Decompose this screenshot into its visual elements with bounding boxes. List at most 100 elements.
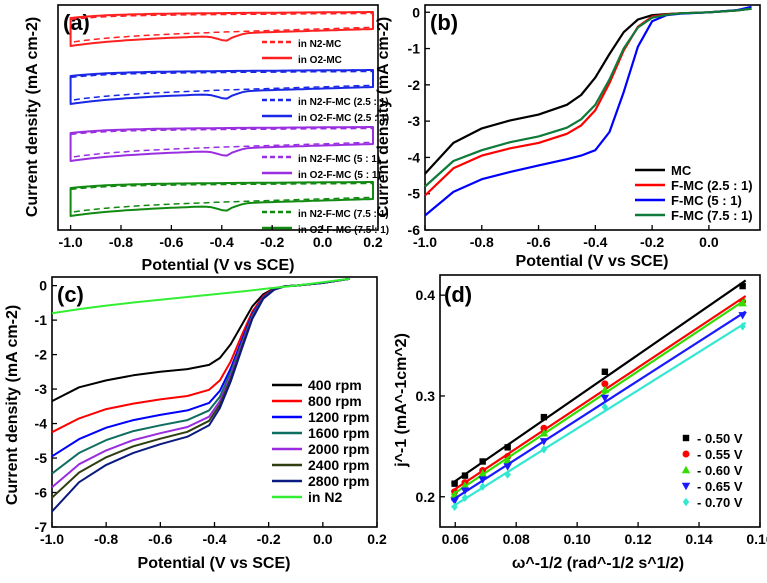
panel-b-y-tick-label: -3 <box>408 113 421 129</box>
panel-d-x-tick-label: 0.10 <box>564 531 591 547</box>
panel-d-point-0-60-v <box>539 429 549 437</box>
panel-b-legend-f-mc-5-1-label: F-MC (5 : 1) <box>671 193 742 208</box>
panel-a-legend-in-n2-f-mc-7-5-1-label: in N2-F-MC (7.5 : 1) <box>298 209 389 220</box>
panel-c-y-tick-label: -2 <box>35 347 48 363</box>
panel-d-legend-0-50-v-label: - 0.50 V <box>697 431 743 446</box>
panel-a-series-in-o2-mc <box>69 11 374 47</box>
panel-c-y-tick-label: -3 <box>35 381 48 397</box>
panel-d-label: (d) <box>444 282 472 307</box>
panel-c-legend-800-rpm-label: 800 rpm <box>308 393 362 409</box>
panel-a-x-tick-label: -0.8 <box>109 234 133 250</box>
panel-d-legend-0-55-v-swatch <box>682 450 690 458</box>
panel-d-legend-0-60-v-label: - 0.60 V <box>697 463 743 478</box>
panel-b: (b) -1.0 -0.8 -0.6 -0.4 -0.2 0.0 0 -1 -2 -3 -4 -5 -6… <box>375 4 761 270</box>
panel-d-point-0-60-v <box>600 385 610 394</box>
panel-a-x-tick-label: -0.2 <box>260 234 284 250</box>
panel-a-series-in-n2-mc <box>69 12 374 44</box>
panel-d-point-0-50-v <box>451 480 458 487</box>
panel-b-legend-f-mc-2-5-1-label: F-MC (2.5 : 1) <box>671 178 753 193</box>
panel-c-legend-1200-rpm-label: 1200 rpm <box>308 409 369 425</box>
panel-d-point-0-70-v <box>540 445 548 454</box>
panel-d-fit-0-60-v <box>450 298 747 497</box>
panel-d-point-0-65-v <box>460 487 470 495</box>
panel-c-x-tick-label: -0.8 <box>94 531 118 547</box>
panel-a-x-tick-label: -0.4 <box>210 234 234 250</box>
panel-d-x-tick-label: 0.08 <box>503 531 530 547</box>
panel-b-series-mc <box>424 7 752 175</box>
panel-c-legend-1600-rpm-label: 1600 rpm <box>308 425 369 441</box>
panel-b-y-tick-label: -2 <box>408 77 421 93</box>
panel-d-point-0-70-v <box>504 470 511 479</box>
panel-c-legend-in-n2-label: in N2 <box>308 489 342 505</box>
panel-b-legend: MCF-MC (2.5 : 1)F-MC (5 : 1)F-MC (7.5 : … <box>635 163 753 223</box>
panel-a-legend-in-n2-mc-label: in N2-MC <box>298 39 341 50</box>
panel-c-series-in-n2 <box>51 277 351 315</box>
panel-c-plot: -1.0 -0.8 -0.6 -0.4 -0.2 0.0 0.2 0 -1 -2 -3 -4 -5 -6 -… <box>35 278 387 547</box>
panel-d-point-0-55-v <box>540 424 548 432</box>
panel-a-series-in-o2-f-mc-5-1 <box>69 126 374 162</box>
panel-d-x-tick-label: 0.12 <box>624 531 651 547</box>
panel-a-y-label: Current density (mA cm-2) <box>24 17 41 217</box>
panel-c-legend-2800-rpm-label: 2800 rpm <box>308 473 369 489</box>
panel-c-series-800-rpm <box>51 277 351 434</box>
panel-b-x-label: Potential (V vs SCE) <box>516 253 669 270</box>
panel-d-y-tick-label: 0.3 <box>416 388 436 404</box>
panel-b-x-tick-label: -1.0 <box>413 234 437 250</box>
panel-d-point-0-65-v <box>738 312 747 320</box>
panel-d-fit-0-50-v <box>450 279 747 485</box>
panel-a-legend-in-o2-f-mc-7-5-1-label: in O2-F-MC (7.5 : 1) <box>298 225 389 236</box>
panel-c-series-2800-rpm <box>51 277 351 513</box>
panel-d-y-label: j^-1 (mA^-1cm^2) <box>393 333 410 468</box>
panel-a-x-tick-label: 0.2 <box>363 234 383 250</box>
panel-c-y-tick-label: -7 <box>35 519 48 535</box>
panel-d-fit-0-55-v <box>450 295 747 493</box>
panel-b-y-tick-label: -6 <box>408 222 421 238</box>
panel-a-legend-in-o2-mc-label: in O2-MC <box>298 55 342 66</box>
panel-d-point-0-60-v <box>738 299 747 307</box>
panel-b-y-tick-label: -5 <box>408 186 421 202</box>
panel-a-x-ticks: -1.0 -0.8 -0.6 -0.4 -0.2 0.0 0.2 <box>59 225 383 250</box>
panel-c-x-tick-label: -0.6 <box>148 531 172 547</box>
panel-b-series-f-mc-2-5-1 <box>424 6 752 197</box>
panel-c-x-tick-label: 0.2 <box>367 531 387 547</box>
panel-a-x-tick-label: 0.0 <box>313 234 333 250</box>
panel-c-series-2400-rpm <box>51 277 351 499</box>
panel-a-legend-in-o2-f-mc-5-1-label: in O2-F-MC (5 : 1) <box>298 170 381 181</box>
panel-d-point-0-70-v <box>601 402 609 412</box>
panel-c-y-tick-label: -6 <box>35 485 48 501</box>
panel-d-legend-0-65-v-swatch <box>681 482 691 491</box>
panel-b-x-tick-label: -0.6 <box>526 234 550 250</box>
panel-c-y-tick-label: -4 <box>35 416 48 432</box>
panel-d-x-tick-label: 0.06 <box>442 531 469 547</box>
panel-c-x-tick-label: 0.0 <box>313 531 333 547</box>
panel-d-point-0-70-v <box>451 502 458 512</box>
panel-d-legend-0-70-v-label: - 0.70 V <box>697 495 743 510</box>
panel-c-legend-2000-rpm-label: 2000 rpm <box>308 441 369 457</box>
panel-a-series-in-n2-f-mc-7-5-1 <box>69 182 374 214</box>
panel-c-label: (c) <box>57 282 84 307</box>
panel-d-point-0-65-v <box>600 394 610 403</box>
panel-d-point-0-60-v <box>478 469 487 477</box>
panel-b-frame <box>424 4 761 231</box>
panel-a-series-in-o2-f-mc-2-5-1 <box>69 69 374 105</box>
panel-a-label: (a) <box>63 10 90 35</box>
panel-d-frame <box>439 274 761 528</box>
panel-b-label: (b) <box>430 10 458 35</box>
panel-d-legend-0-70-v-swatch <box>682 497 690 507</box>
panel-d-point-0-70-v <box>461 493 469 502</box>
panel-d-point-0-50-v <box>601 368 609 375</box>
panel-d-point-0-55-v <box>601 380 609 388</box>
panel-b-x-tick-label: 0.0 <box>699 234 719 250</box>
panel-b-plot: -1.0 -0.8 -0.6 -0.4 -0.2 0.0 0 -1 -2 -3 -4 -5 -6 <box>408 4 752 250</box>
panel-a-x-tick-label: -1.0 <box>59 234 83 250</box>
panel-d-point-0-60-v <box>503 456 512 464</box>
panel-d-point-0-65-v <box>450 497 459 505</box>
panel-d-point-0-50-v <box>739 282 746 290</box>
panel-c-y-tick-label: 0 <box>39 278 47 294</box>
panel-a-series-in-n2-f-mc-5-1 <box>69 127 374 159</box>
panel-d-y-tick-label: 0.2 <box>416 489 436 505</box>
panel-b-legend-mc-label: MC <box>671 163 692 178</box>
